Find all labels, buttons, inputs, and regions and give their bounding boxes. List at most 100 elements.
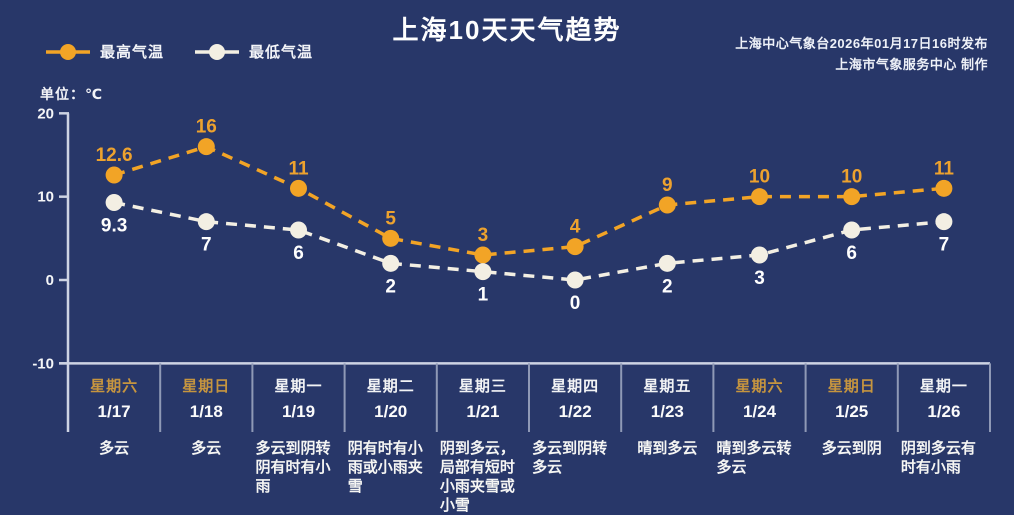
weather-text: 多云 [99, 440, 130, 457]
min-temp-line [113, 200, 945, 282]
legend: 最高气温 最低气温 [45, 41, 313, 62]
max-temp-value: 5 [385, 208, 396, 229]
table-column: 星期日 1/25 多云到阴 [806, 363, 898, 515]
max-temp-point [105, 166, 123, 184]
weather-text: 阴有时有小雨或小雨夹雪 [347, 440, 423, 495]
date-label: 1/25 [835, 402, 869, 421]
max-temp-value: 10 [841, 167, 862, 188]
table-column: 星期六 1/24 晴到多云转多云 [713, 363, 805, 515]
min-temp-point [105, 194, 123, 211]
max-temp-value: 12.6 [96, 145, 133, 166]
day-label: 星期六 [90, 378, 139, 395]
max-temp-point [197, 138, 215, 156]
max-temp-value: 9 [662, 175, 673, 196]
max-temp-point [935, 179, 953, 197]
max-temp-value: 10 [749, 167, 770, 188]
y-tick-label: -10 [32, 355, 54, 372]
weather-text: 多云到阴转多云 [532, 440, 608, 476]
max-temp-value: 3 [478, 225, 489, 246]
min-temp-point [566, 271, 584, 289]
table-column: 星期三 1/21 阴到多云，局部有短时小雨夹雪或小雪 [437, 363, 529, 515]
date-label: 1/26 [927, 402, 961, 421]
min-temp-point [382, 254, 400, 272]
day-label: 星期二 [366, 378, 415, 395]
weather-text: 多云到阴转阴有时有小雨 [255, 440, 331, 495]
min-temp-point [197, 213, 215, 231]
weather-text: 多云到阴 [821, 440, 882, 457]
date-label: 1/19 [281, 402, 316, 421]
max-temp-line [113, 144, 945, 257]
date-label: 1/23 [650, 402, 684, 421]
y-tick-label: 10 [37, 189, 54, 206]
table-column: 星期五 1/23 晴到多云 [621, 363, 713, 515]
table-column: 星期一 1/19 多云到阴转阴有时有小雨 [252, 363, 344, 515]
day-label: 星期日 [827, 378, 876, 395]
min-temp-point [751, 246, 768, 264]
max-temp-value: 4 [570, 217, 581, 238]
max-temp-point [382, 229, 400, 247]
min-temp-point [474, 263, 492, 281]
weather-text: 晴到多云转多云 [716, 440, 792, 476]
legend-item-max: 最高气温 [45, 41, 164, 62]
day-label: 星期六 [735, 378, 784, 395]
min-temp-value: 9.3 [101, 216, 127, 237]
min-temp-value: 1 [478, 285, 489, 306]
max-temp-point [843, 188, 861, 206]
publisher-info: 上海中心气象台2026年01月17日16时发布 上海市气象服务中心 制作 [735, 33, 988, 75]
max-temp-point [474, 246, 492, 264]
publisher-line2: 上海市气象服务中心 制作 [835, 57, 988, 72]
min-temp-value: 7 [939, 235, 950, 256]
day-label: 星期五 [643, 378, 692, 395]
max-temp-point [290, 179, 307, 197]
y-tick-label: 20 [37, 105, 54, 122]
max-temp-point [566, 238, 584, 256]
max-temp-marker-icon [46, 43, 90, 60]
table-column: 星期四 1/22 多云到阴转多云 [529, 363, 621, 515]
day-label: 星期三 [458, 378, 507, 395]
legend-item-min: 最低气温 [194, 41, 313, 62]
table-column: 星期二 1/20 阴有时有小雨或小雨夹雪 [345, 363, 437, 515]
date-label: 1/21 [466, 402, 500, 421]
min-temp-point [290, 221, 307, 239]
date-label: 1/18 [189, 402, 223, 421]
y-tick-label: 0 [46, 272, 54, 289]
weather-text: 阴到多云，局部有短时小雨夹雪或小雪 [439, 440, 515, 514]
max-temp-value: 11 [288, 158, 309, 179]
max-temp-value: 16 [196, 117, 217, 138]
max-temp-value: 11 [934, 158, 955, 179]
table-column: 星期六 1/17 多云 [68, 363, 160, 515]
forecast-table: 星期六 1/17 多云 星期日 1/18 多云 星期一 1/19 多云到阴转阴有时有小雨 星期二 1… [68, 363, 990, 515]
page-title: 上海10天天气趋势 [392, 15, 622, 45]
day-label: 星期一 [274, 378, 323, 395]
table-column: 星期日 1/18 多云 [160, 363, 252, 515]
min-temp-value: 2 [662, 276, 673, 297]
weather-text: 多云 [191, 440, 222, 457]
max-temp-point [658, 196, 676, 214]
legend-label-max: 最高气温 [100, 44, 165, 61]
day-label: 星期一 [919, 378, 968, 395]
date-label: 1/17 [97, 402, 131, 421]
day-label: 星期四 [551, 378, 600, 395]
max-temp-point [751, 188, 768, 206]
min-temp-value: 3 [754, 268, 765, 289]
min-temp-value: 6 [293, 243, 304, 264]
legend-label-min: 最低气温 [249, 44, 314, 61]
min-temp-marker-icon [195, 43, 240, 60]
unit-label: 单位：℃ [40, 86, 103, 102]
min-temp-point [843, 221, 861, 239]
min-temp-value: 0 [570, 293, 581, 314]
min-temp-value: 2 [385, 276, 396, 297]
table-column: 星期一 1/26 阴到多云有时有小雨 [898, 363, 990, 515]
date-label: 1/24 [742, 402, 777, 421]
weather-text: 阴到多云有时有小雨 [900, 440, 976, 476]
min-temp-value: 7 [201, 235, 212, 256]
date-label: 1/20 [374, 402, 408, 421]
min-temp-point [658, 254, 676, 272]
min-temp-point [935, 213, 953, 231]
publisher-line1: 上海中心气象台2026年01月17日16时发布 [735, 36, 988, 51]
min-temp-value: 6 [846, 243, 857, 264]
weather-text: 晴到多云 [637, 440, 698, 457]
day-label: 星期日 [182, 378, 231, 395]
